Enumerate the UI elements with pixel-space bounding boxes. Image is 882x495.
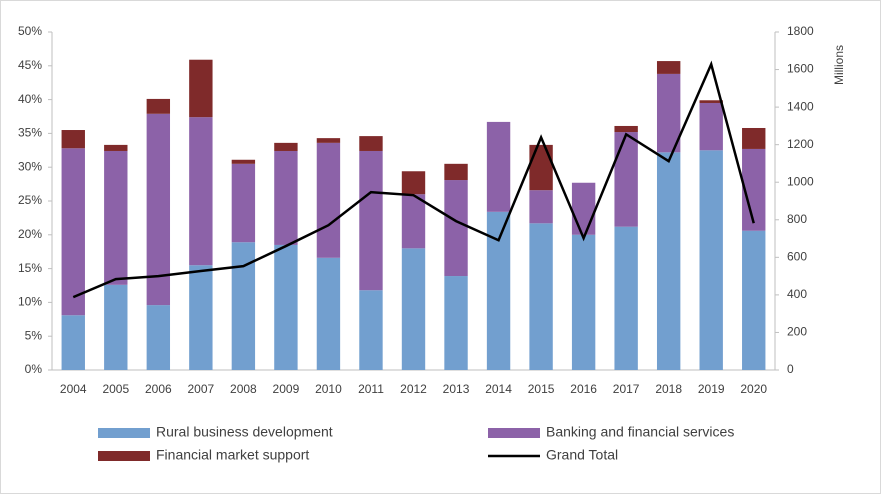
bar-segment xyxy=(486,211,511,370)
bar-segment xyxy=(146,305,171,370)
bar-segment xyxy=(61,148,85,316)
y-tick-label: 5% xyxy=(25,328,43,342)
y2-tick-label: 1600 xyxy=(787,62,814,76)
x-tick-label: 2014 xyxy=(485,382,512,396)
legend: Rural business development Banking and fi… xyxy=(98,424,734,463)
y2-tick-label: 600 xyxy=(787,250,807,264)
bar-segment xyxy=(742,230,766,370)
bar-segment xyxy=(571,182,596,235)
bar-segment xyxy=(359,150,383,291)
x-tick-label: 2007 xyxy=(188,382,215,396)
bar-segment xyxy=(401,248,426,370)
bar-segment xyxy=(699,100,723,103)
bar-segment xyxy=(742,148,766,231)
bar-segment xyxy=(571,234,596,370)
bar-segment xyxy=(316,257,341,370)
bar-segment xyxy=(104,144,128,151)
y2-tick-label: 1200 xyxy=(787,137,814,151)
x-tick-label: 2009 xyxy=(273,382,300,396)
x-tick-label: 2015 xyxy=(528,382,555,396)
y-tick-label: 20% xyxy=(18,227,42,241)
y2-tick-label: 1000 xyxy=(787,174,814,188)
bar-segment xyxy=(656,73,681,153)
y2-tick-label: 800 xyxy=(787,212,807,226)
y2-tick-label: 0 xyxy=(787,362,794,376)
y-tick-label: 25% xyxy=(18,193,42,207)
x-tick-label: 2013 xyxy=(443,382,470,396)
bar-segment xyxy=(401,194,426,249)
bar-segment xyxy=(231,159,256,164)
y-tick-label: 30% xyxy=(18,159,42,173)
bar-segment xyxy=(699,150,723,370)
bar-segment xyxy=(231,163,256,243)
bar-segment xyxy=(359,136,383,151)
y2-tick-label: 400 xyxy=(787,287,807,301)
bar-segment xyxy=(316,138,341,143)
bar-segment xyxy=(231,242,256,370)
y-tick-label: 50% xyxy=(18,24,42,38)
bar-segment xyxy=(189,59,213,118)
bar-segment xyxy=(486,121,511,212)
bar-segment xyxy=(656,61,681,74)
bar-segment xyxy=(614,132,638,227)
bar-segment xyxy=(316,142,341,258)
bar-segment xyxy=(529,190,553,224)
bar-segment xyxy=(146,98,171,114)
x-tick-label: 2019 xyxy=(698,382,725,396)
legend-label: Rural business development xyxy=(156,424,333,440)
x-tick-label: 2020 xyxy=(740,382,767,396)
bar-segment xyxy=(61,130,85,149)
bar-segment xyxy=(104,284,128,370)
legend-label: Financial market support xyxy=(156,447,309,463)
x-tick-label: 2017 xyxy=(613,382,640,396)
bar-segment xyxy=(656,152,681,370)
bar-segment xyxy=(444,163,468,181)
y2-tick-label: 1400 xyxy=(787,99,814,113)
bar-segment xyxy=(274,150,298,245)
legend-swatch xyxy=(488,428,540,438)
legend-swatch xyxy=(98,451,150,461)
bar-segment xyxy=(274,142,298,151)
line-series xyxy=(72,60,755,299)
x-tick-label: 2016 xyxy=(570,382,597,396)
legend-label: Banking and financial services xyxy=(546,424,734,440)
bar-segment xyxy=(742,127,766,149)
bar-segment xyxy=(699,102,723,151)
y-tick-label: 35% xyxy=(18,126,42,140)
x-tick-label: 2004 xyxy=(60,382,87,396)
legend-label: Grand Total xyxy=(546,447,618,463)
bar-segment xyxy=(274,244,298,370)
bar-segment xyxy=(444,276,468,370)
x-tick-label: 2006 xyxy=(145,382,172,396)
bar-segment xyxy=(104,150,128,285)
y2-tick-label: 1800 xyxy=(787,24,814,38)
x-tick-label: 2008 xyxy=(230,382,257,396)
bar-segment xyxy=(401,171,426,195)
x-tick-label: 2011 xyxy=(358,382,384,396)
bar-segment xyxy=(189,117,213,266)
y-tick-label: 15% xyxy=(18,261,42,275)
bar-segment xyxy=(614,226,638,370)
y2-axis-label: Millions xyxy=(832,45,846,85)
bar-segment xyxy=(61,315,85,370)
bar-segment xyxy=(529,223,553,370)
x-tick-label: 2005 xyxy=(102,382,129,396)
y-tick-label: 0% xyxy=(25,362,43,376)
x-tick-label: 2018 xyxy=(655,382,682,396)
y-tick-label: 40% xyxy=(18,92,42,106)
x-tick-label: 2012 xyxy=(400,382,427,396)
x-tick-label: 2010 xyxy=(315,382,342,396)
bar-segment xyxy=(444,180,468,277)
bar-segment xyxy=(146,113,171,306)
bar-segment xyxy=(614,125,638,133)
bar-segment xyxy=(189,265,213,370)
y-tick-label: 45% xyxy=(18,58,42,72)
y-tick-label: 10% xyxy=(18,295,42,309)
bar-segment xyxy=(529,144,553,191)
bar-segment xyxy=(359,290,383,370)
y2-tick-label: 200 xyxy=(787,325,807,339)
legend-swatch xyxy=(98,428,150,438)
